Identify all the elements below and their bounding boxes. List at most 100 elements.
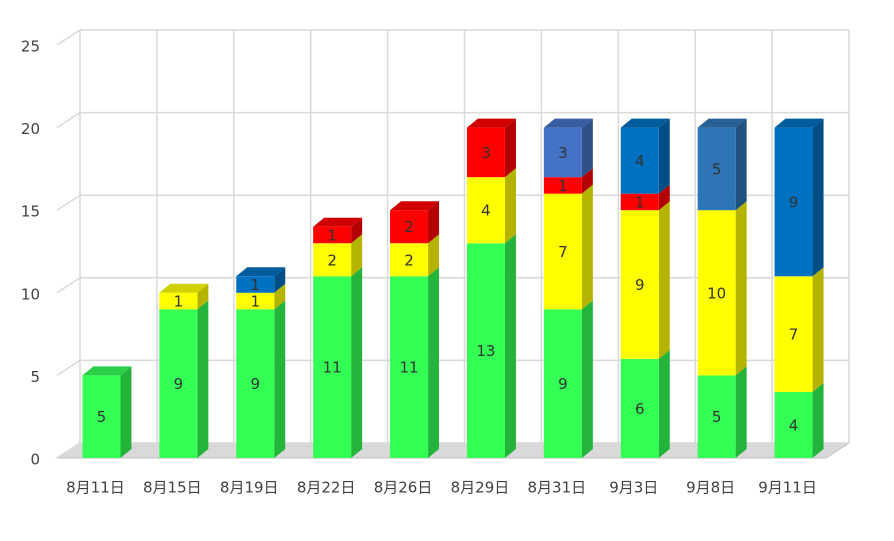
- bar-segment: [466, 127, 505, 178]
- bar-top: [390, 201, 440, 211]
- data-label: 5: [712, 160, 722, 178]
- data-label: 5: [97, 408, 107, 426]
- y-tick-label: 15: [21, 203, 40, 221]
- data-label: 4: [635, 152, 645, 170]
- bar-side: [735, 366, 747, 458]
- bar-segment: [543, 193, 582, 310]
- data-label: 11: [323, 359, 342, 377]
- bar-side: [581, 300, 593, 458]
- bar-segment: [774, 391, 813, 458]
- bar-side: [428, 234, 440, 277]
- bar-segment: [313, 226, 352, 244]
- bar-side: [274, 267, 286, 293]
- grid-line: [56, 29, 849, 46]
- bar-side: [197, 283, 209, 310]
- x-tick-label: 8月22日: [297, 479, 356, 497]
- y-tick-label: 0: [30, 451, 40, 469]
- bar-side: [504, 168, 516, 244]
- bar-top: [82, 366, 132, 376]
- bar-side: [351, 234, 363, 277]
- data-label: 4: [481, 202, 491, 220]
- bar-side: [274, 283, 286, 310]
- bar-top: [236, 267, 286, 277]
- bar-segment: [313, 276, 352, 458]
- data-label: 10: [707, 284, 726, 302]
- y-tick-label: 20: [21, 120, 40, 138]
- bar-side: [120, 366, 132, 458]
- bar-side: [735, 118, 747, 211]
- data-label: 2: [404, 251, 414, 269]
- bar-segment: [390, 210, 429, 244]
- bar-side: [581, 168, 593, 194]
- data-label: 1: [250, 276, 260, 294]
- x-tick-label: 8月19日: [220, 479, 279, 497]
- bar-side: [658, 184, 670, 211]
- bar-side: [581, 118, 593, 178]
- data-label: 1: [327, 226, 337, 244]
- bar-side: [428, 201, 440, 244]
- data-label: 4: [789, 416, 799, 434]
- data-label: 9: [174, 375, 184, 393]
- bar-segment: [620, 358, 659, 458]
- bar-segment: [543, 127, 582, 178]
- bar-top: [543, 118, 593, 128]
- bar-side: [658, 201, 670, 359]
- x-tick-label: 8月15日: [143, 479, 202, 497]
- bar-top: [313, 217, 363, 227]
- bar-side: [274, 300, 286, 458]
- bar-side: [658, 118, 670, 194]
- bar-segment: [620, 210, 659, 359]
- data-label: 5: [712, 408, 722, 426]
- bar-segment: [159, 292, 198, 310]
- bar-segment: [697, 127, 736, 211]
- data-label: 9: [558, 375, 568, 393]
- x-tick-label: 9月8日: [686, 479, 735, 497]
- data-label: 7: [558, 243, 568, 261]
- bar-top: [620, 118, 670, 128]
- bar-top: [466, 118, 516, 128]
- data-label: 2: [327, 251, 337, 269]
- data-label: 9: [789, 193, 799, 211]
- bar-top: [774, 118, 824, 128]
- bar-side: [504, 234, 516, 458]
- bar-side: [812, 382, 824, 458]
- y-tick-label: 5: [30, 368, 40, 386]
- bar-side: [428, 267, 440, 458]
- bar-side: [351, 267, 363, 458]
- bar-side: [351, 217, 363, 244]
- data-label: 3: [558, 144, 568, 162]
- data-label: 3: [481, 144, 491, 162]
- bar-segment: [620, 193, 659, 211]
- bar-segment: [543, 177, 582, 194]
- data-label: 7: [789, 326, 799, 344]
- y-tick-label: 25: [21, 38, 40, 56]
- x-tick-label: 9月3日: [609, 479, 658, 497]
- bar-segment: [313, 243, 352, 277]
- bar-top: [697, 118, 747, 128]
- bar-segment: [390, 276, 429, 458]
- x-tick-label: 8月29日: [451, 479, 510, 497]
- x-tick-label: 8月11日: [66, 479, 125, 497]
- data-label: 11: [400, 359, 419, 377]
- bar-segment: [774, 127, 813, 277]
- bar-segment: [466, 243, 505, 458]
- data-label: 9: [635, 276, 645, 294]
- x-tick-label: 9月11日: [758, 479, 817, 497]
- bar-top: [159, 283, 209, 293]
- data-label: 1: [635, 193, 645, 211]
- data-label: 1: [174, 293, 184, 311]
- bar-segment: [82, 375, 121, 458]
- bar-side: [812, 118, 824, 277]
- bar-segment: [390, 243, 429, 277]
- bar-segment: [236, 276, 275, 293]
- bar-segment: [236, 309, 275, 458]
- bar-segment: [236, 292, 275, 310]
- bar-side: [581, 184, 593, 310]
- data-label: 2: [404, 218, 414, 236]
- x-tick-label: 8月26日: [374, 479, 433, 497]
- x-tick-label: 8月31日: [528, 479, 587, 497]
- bar-segment: [543, 309, 582, 458]
- data-label: 13: [476, 342, 495, 360]
- bar-side: [658, 349, 670, 458]
- bar-side: [812, 267, 824, 392]
